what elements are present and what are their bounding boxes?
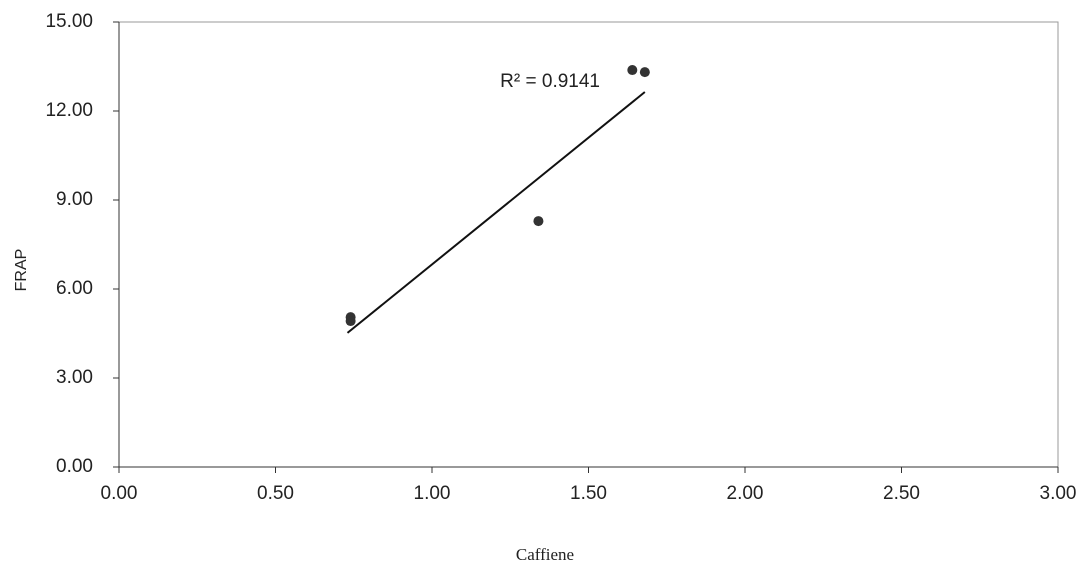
y-tick-label: 3.00 bbox=[56, 367, 93, 388]
x-tick-label: 0.00 bbox=[101, 483, 138, 504]
data-point bbox=[627, 65, 637, 75]
data-point bbox=[640, 67, 650, 77]
y-axis-label: FRAP bbox=[13, 249, 30, 292]
y-tick-label: 15.00 bbox=[45, 11, 93, 32]
data-point bbox=[346, 316, 356, 326]
chart: R² = 0.9141 Caffiene FRAP 0.00 3.00 6.00 9.… bbox=[0, 0, 1084, 569]
x-tick-label: 1.00 bbox=[414, 483, 451, 504]
data-point bbox=[533, 216, 543, 226]
y-tick-label: 0.00 bbox=[56, 456, 93, 477]
x-tick-label: 3.00 bbox=[1040, 483, 1077, 504]
r-squared-annotation: R² = 0.9141 bbox=[500, 71, 600, 92]
x-axis-label: Caffiene bbox=[516, 545, 574, 564]
x-tick-label: 2.00 bbox=[727, 483, 764, 504]
x-tick-label: 1.50 bbox=[570, 483, 607, 504]
y-tick-label: 9.00 bbox=[56, 189, 93, 210]
y-tick-label: 12.00 bbox=[45, 100, 93, 121]
y-tick-label: 6.00 bbox=[56, 278, 93, 299]
x-tick-label: 2.50 bbox=[883, 483, 920, 504]
trendline bbox=[347, 92, 644, 333]
x-tick-label: 0.50 bbox=[257, 483, 294, 504]
